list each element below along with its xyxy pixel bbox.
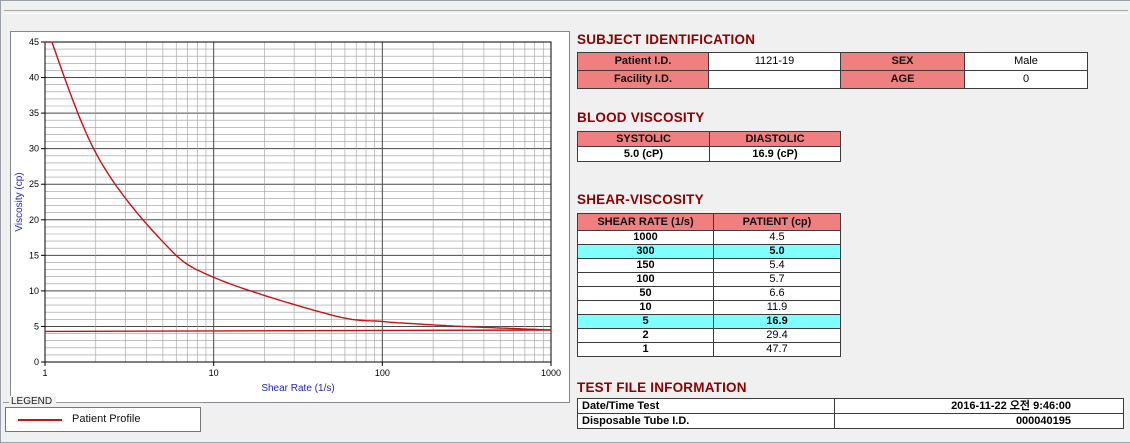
shear-rate-header: SHEAR RATE (1/s) [577, 213, 714, 231]
shear-row: 100 5.7 [577, 272, 841, 287]
shear-viscosity-heading: SHEAR-VISCOSITY [577, 192, 704, 207]
patient-cp-cell: 11.9 [713, 300, 841, 315]
test-file-row: Date/Time Test 2016-11-22 오전 9:46:00 [577, 398, 1124, 414]
shear-row: 2 29.4 [577, 328, 841, 343]
shear-rate-cell: 50 [577, 286, 714, 301]
shear-viscosity-table: SHEAR RATE (1/s) PATIENT (cp) 1000 4.5 300… [577, 213, 841, 357]
shear-rate-cell: 10 [577, 300, 714, 315]
svg-text:35: 35 [29, 108, 39, 118]
patient-cp-cell: 6.6 [713, 286, 841, 301]
tube-id-label: Disposable Tube I.D. [577, 413, 835, 429]
legend-box: Patient Profile [5, 407, 201, 432]
subject-row: Facility I.D. AGE 0 [577, 70, 1088, 89]
blood-viscosity-table: SYSTOLIC DIASTOLIC 5.0 (cP) 16.9 (cP) [577, 131, 841, 162]
svg-text:10: 10 [29, 286, 39, 296]
subject-identification-table: Patient I.D. 1121-19 SEX Male Facility I… [577, 52, 1088, 89]
legend-line-sample [18, 419, 62, 421]
facility-id-value [708, 70, 841, 89]
shear-row: 50 6.6 [577, 286, 841, 301]
patient-id-value: 1121-19 [708, 52, 841, 71]
test-file-heading: TEST FILE INFORMATION [577, 380, 747, 395]
shear-row: 5 16.9 [577, 314, 841, 329]
legend-frame: LEGEND Patient Profile [3, 396, 203, 433]
shear-rate-cell: 100 [577, 272, 714, 287]
diastolic-header: DIASTOLIC [709, 131, 841, 147]
legend-caption: LEGEND [9, 396, 57, 407]
age-label: AGE [840, 70, 965, 89]
svg-text:1: 1 [42, 368, 47, 378]
patient-cp-header: PATIENT (cp) [713, 213, 841, 231]
shear-rate-cell: 2 [577, 328, 714, 343]
facility-id-label: Facility I.D. [577, 70, 709, 89]
svg-text:1000: 1000 [541, 368, 561, 378]
legend-entry-label: Patient Profile [72, 413, 141, 425]
blood-header-row: SYSTOLIC DIASTOLIC [577, 131, 841, 147]
svg-text:20: 20 [29, 215, 39, 225]
systolic-value: 5.0 (cP) [577, 146, 710, 162]
test-file-row: Disposable Tube I.D. 000040195 [577, 413, 1124, 429]
svg-text:40: 40 [29, 73, 39, 83]
shear-viscosity-tbody: 1000 4.5 300 5.0 150 5.4 100 5.7 50 6.6 10 11.9 5 16.… [577, 230, 841, 357]
svg-text:30: 30 [29, 144, 39, 154]
shear-row: 1000 4.5 [577, 230, 841, 245]
diastolic-value: 16.9 (cP) [709, 146, 841, 162]
sex-value: Male [964, 52, 1088, 71]
svg-text:15: 15 [29, 250, 39, 260]
top-groove-line [4, 10, 1128, 14]
shear-viscosity-chart: 0 5 10 15 20 25 30 35 40 45 1 10 100 1000 Shear Rate (… [14, 37, 561, 394]
systolic-header: SYSTOLIC [577, 131, 710, 147]
shear-row: 10 11.9 [577, 300, 841, 315]
subject-row: Patient I.D. 1121-19 SEX Male [577, 52, 1088, 71]
shear-rate-cell: 1000 [577, 230, 714, 245]
svg-text:45: 45 [29, 37, 39, 47]
shear-row: 150 5.4 [577, 258, 841, 273]
patient-cp-cell: 29.4 [713, 328, 841, 343]
shear-rate-cell: 1 [577, 342, 714, 357]
patient-cp-cell: 5.7 [713, 272, 841, 287]
age-value: 0 [964, 70, 1088, 89]
svg-text:Viscosity (cp): Viscosity (cp) [14, 172, 25, 231]
tube-id-value: 000040195 [834, 413, 1124, 429]
svg-text:Shear Rate (1/s): Shear Rate (1/s) [261, 383, 334, 394]
svg-text:10: 10 [209, 368, 219, 378]
blood-viscosity-heading: BLOOD VISCOSITY [577, 110, 705, 125]
test-file-table: Date/Time Test 2016-11-22 오전 9:46:00 Dis… [577, 398, 1124, 429]
blood-value-row: 5.0 (cP) 16.9 (cP) [577, 146, 841, 162]
patient-cp-cell: 47.7 [713, 342, 841, 357]
patient-cp-cell: 4.5 [713, 230, 841, 245]
svg-text:100: 100 [375, 368, 390, 378]
patient-id-label: Patient I.D. [577, 52, 709, 71]
sex-label: SEX [840, 52, 965, 71]
shear-rate-cell: 5 [577, 314, 714, 329]
shear-header-row: SHEAR RATE (1/s) PATIENT (cp) [577, 213, 841, 231]
date-time-label: Date/Time Test [577, 398, 835, 414]
viscosity-chart-panel: 0 5 10 15 20 25 30 35 40 45 1 10 100 1000 Shear Rate (… [10, 31, 570, 403]
svg-text:5: 5 [34, 321, 39, 331]
shear-row: 300 5.0 [577, 244, 841, 259]
date-time-value: 2016-11-22 오전 9:46:00 [834, 398, 1124, 414]
patient-cp-cell: 5.4 [713, 258, 841, 273]
patient-cp-cell: 16.9 [713, 314, 841, 329]
svg-text:0: 0 [34, 357, 39, 367]
shear-rate-cell: 300 [577, 244, 714, 259]
svg-text:25: 25 [29, 179, 39, 189]
shear-rate-cell: 150 [577, 258, 714, 273]
shear-row: 1 47.7 [577, 342, 841, 357]
subject-identification-heading: SUBJECT IDENTIFICATION [577, 32, 756, 47]
patient-cp-cell: 5.0 [713, 244, 841, 259]
